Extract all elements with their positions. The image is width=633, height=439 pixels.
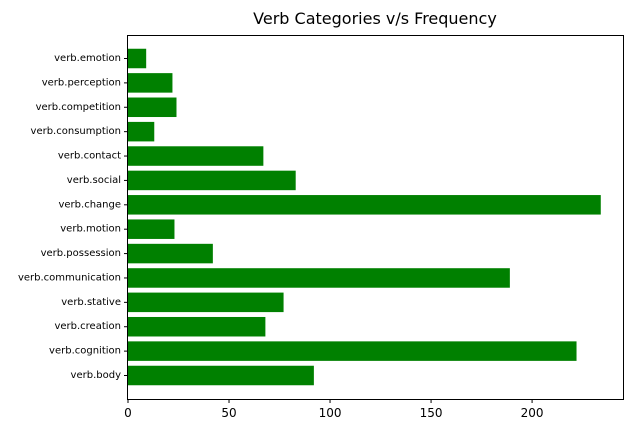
y-tick-label: verb.social: [67, 175, 121, 186]
y-axis: verb.body verb.cognition verb.creation verb…: [18, 53, 128, 381]
y-tick-label: verb.consumption: [31, 126, 121, 137]
bar-verb-communication: [128, 268, 510, 288]
bar-verb-social: [128, 170, 296, 191]
y-tick-label: verb.emotion: [54, 53, 121, 64]
y-tick-label: verb.communication: [18, 272, 121, 283]
y-tick-label: verb.stative: [61, 297, 121, 308]
y-tick-label: verb.competition: [36, 102, 121, 113]
x-tick-label: 50: [221, 406, 236, 420]
plot-frame: [127, 35, 624, 400]
x-tick-label: 0: [124, 406, 132, 420]
bar-verb-contact: [128, 146, 264, 166]
bars-layer: [128, 48, 601, 386]
y-tick-label: verb.perception: [42, 77, 121, 88]
bar-verb-motion: [128, 219, 175, 239]
chart-title: Verb Categories v/s Frequency: [253, 9, 497, 28]
bar-verb-cognition: [128, 341, 577, 361]
bar-verb-emotion: [128, 48, 147, 69]
bar-verb-body: [128, 365, 314, 386]
bar-verb-possession: [128, 243, 213, 264]
x-tick-label: 200: [521, 406, 544, 420]
bar-verb-competition: [128, 97, 177, 118]
y-tick-label: verb.change: [58, 199, 121, 210]
x-axis: 0 50 100 150 200: [124, 399, 544, 420]
y-tick-label: verb.body: [71, 370, 122, 381]
x-tick-label: 150: [420, 406, 443, 420]
x-tick-label: 100: [319, 406, 342, 420]
y-tick-label: verb.possession: [41, 248, 121, 259]
y-tick-label: verb.creation: [54, 321, 121, 332]
bar-verb-perception: [128, 73, 173, 93]
y-tick-label: verb.contact: [58, 151, 121, 162]
bar-verb-stative: [128, 292, 284, 313]
bar-verb-consumption: [128, 121, 155, 142]
y-tick-label: verb.cognition: [49, 346, 121, 357]
bar-verb-creation: [128, 316, 266, 337]
y-tick-label: verb.motion: [60, 224, 121, 235]
bar-verb-change: [128, 195, 601, 215]
